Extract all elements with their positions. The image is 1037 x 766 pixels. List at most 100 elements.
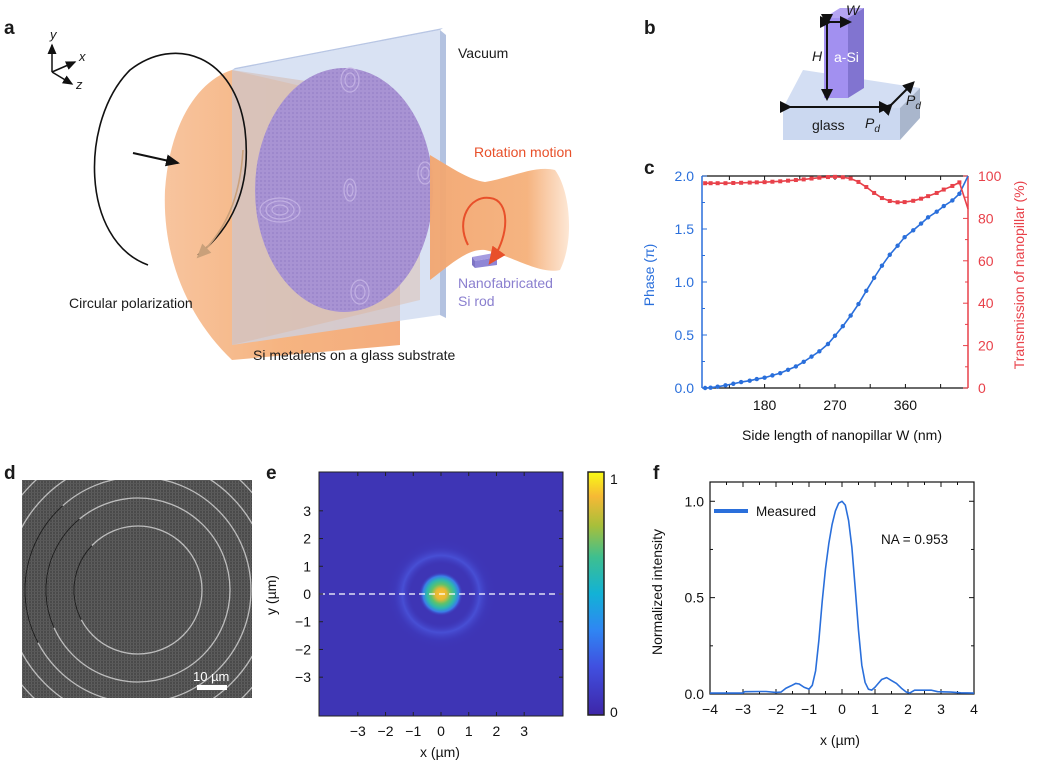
chart-c-transmission-point [747,180,752,185]
chart-e-x-tick-label: −1 [405,723,421,739]
chart-f-ylabel: Normalized intensity [649,529,665,655]
colorbar-min-label: 0 [610,704,618,720]
pd-label-front: Pd [865,115,880,135]
chart-f-x-tick-label: 4 [970,701,978,717]
chart-c-series-line-transmission [705,176,969,210]
chart-c-transmission-point [887,199,892,204]
chart-f-x-tick-label: 3 [937,701,945,717]
chart-c-transmission-point [950,183,955,188]
chart-c-yl-tick-label: 1.5 [675,221,695,237]
axis-z-label: z [76,77,83,92]
chart-c-yr-tick-label: 0 [978,380,986,396]
chart-e-heatmap: −3 −2 −1 0 1 2 3 3 2 1 0 −1 −2 −3 1 0 x (µm) y (µm) [263,471,618,760]
chart-c-phase-point [778,370,783,376]
chart-c-transmission-point [911,198,916,203]
chart-c-ylabel-right: Transmission of nanopillar (%) [1011,181,1027,370]
chart-e-y-tick-label: −2 [295,641,311,657]
chart-c-phase-point [902,234,907,240]
chart-e-y-tick-label: 0 [303,586,311,602]
circular-polarization-arrow-icon [93,52,248,266]
chart-c-phase-point [770,373,775,378]
rotation-arrow-icon [462,196,507,265]
colorbar-max-label: 1 [610,471,618,487]
chart-c-transmission-point [770,179,775,184]
chart-c-phase-point [793,364,799,369]
chart-c-phase-point [754,376,759,382]
chart-e-x-tick-label: −3 [350,723,366,739]
chart-c-phase-point [848,313,853,318]
focused-beam [430,155,570,280]
chart-c-phase-point [895,243,900,248]
panel-a-illustration [47,28,570,360]
chart-c-x-tick-label: 180 [753,397,777,413]
chart-f-series-line-measured [710,500,975,694]
pd-sub: d [915,100,921,112]
polarization-vector-arrow [132,152,180,167]
chart-c-series-line-phase [705,175,969,389]
panel-c-label: c [644,158,655,179]
chart-c-phase-point [715,384,720,389]
axis-y-label: y [50,27,57,42]
chart-c-transmission-point [703,181,708,186]
chart-c-phase-point [801,359,806,365]
chart-c-yl-tick-label: 2.0 [675,168,695,184]
chart-c-transmission-point [856,179,861,184]
chart-c-transmission-point [848,176,853,181]
chart-c-phase-point [856,301,861,307]
chart-c-transmission-point [723,181,728,186]
chart-c-yl-tick-label: 1.0 [675,274,695,290]
chart-c-phase-point [738,379,744,385]
chart-c-phase-point [762,375,767,380]
nanofabricated-label: Nanofabricated [458,275,553,291]
chart-c-transmission-point [731,180,736,185]
chart-c-transmission-point [817,175,822,180]
chart-c-transmission-point [708,181,713,186]
chart-c-phase-point [747,378,752,383]
chart-c-transmission-point [801,177,806,182]
height-h-label: H [812,48,823,64]
chart-c-transmission-point [919,196,924,201]
width-w-label: W [846,2,860,18]
si-rod-icon [472,253,497,268]
chart-c-x-tick-label: 270 [823,397,847,413]
chart-c-yl-tick-label: 0.0 [675,380,695,396]
chart-c-transmission-point [879,196,884,201]
chart-f-x-tick-label: −1 [801,701,817,717]
chart-c-yr-tick-label: 100 [978,168,1002,184]
chart-f-xlabel: x (µm) [820,732,860,748]
chart-f-y-tick-label: 0.0 [685,686,705,702]
chart-c-phase-point [809,354,814,359]
chart-c-phase-point [817,349,822,354]
colorbar [587,471,605,716]
substrate-caption: Si metalens on a glass substrate [253,347,456,363]
chart-c-transmission-point [957,180,962,185]
chart-f-x-tick-label: −2 [768,701,784,717]
chart-f-x-tick-label: −4 [702,701,718,717]
chart-c-transmission-point [895,200,900,205]
chart-c-transmission-point [902,200,907,205]
chart-c-phase-point [708,385,713,390]
chart-c-transmission-point [786,178,791,183]
panel-e-label: e [266,463,277,484]
chart-c-x-tick-label: 360 [894,397,918,413]
xyz-axes-icon [47,43,77,85]
chart-c-phase-point [934,209,939,214]
chart-e-ylabel: y (µm) [263,575,279,615]
pd-sub: d [874,123,880,135]
chart-e-y-tick-label: 1 [303,558,311,574]
circular-polarization-label: Circular polarization [69,295,193,311]
chart-c-transmission-point [941,187,946,192]
chart-c-transmission-point [872,190,877,195]
chart-c-yr-tick-label: 20 [978,338,994,354]
legend-label-measured: Measured [756,504,816,519]
chart-c-phase-point [957,191,962,197]
chart-c-transmission-point [825,175,830,180]
chart-f-y-tick-label: 1.0 [685,493,705,509]
scale-bar-label: 10 µm [193,669,230,684]
chart-c-transmission-point [934,190,939,195]
chart-f-x-tick-label: 2 [904,701,912,717]
chart-c-phase-point [941,203,946,209]
vacuum-label: Vacuum [458,45,509,61]
chart-c-phase-point [911,228,916,233]
chart-c-phase-point [702,385,708,391]
